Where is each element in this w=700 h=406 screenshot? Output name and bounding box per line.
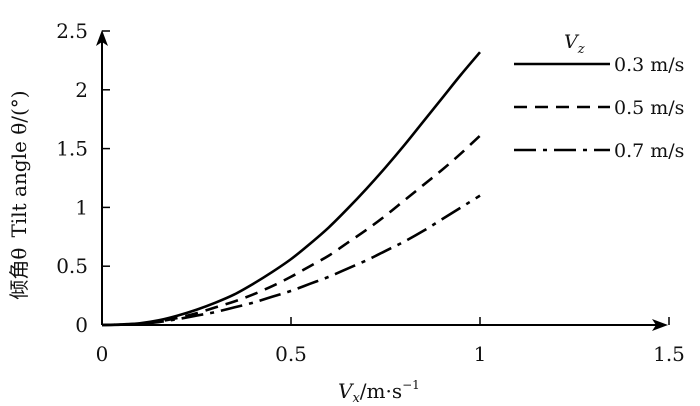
y-tick-label: 0 [75,313,88,337]
y-axis-arrow [96,30,108,46]
x-tick-label: 1.5 [653,342,685,366]
series-line-dashed [101,134,481,327]
x-axis-arrow [652,319,668,331]
tick-labels: 0 0.5 1 1.5 2 2.5 0 0.5 1 1.5 [56,19,685,366]
legend-label: 0.5 m/s [614,97,684,119]
x-tick-label: 1 [474,342,487,366]
legend: 0.3 m/s 0.5 m/s 0.7 m/s [514,54,684,162]
x-tick-label: 0 [96,342,109,366]
y-tick-label: 0.5 [56,254,88,278]
legend-label: 0.7 m/s [614,140,684,162]
y-tick-label: 1.5 [56,137,88,161]
y-axis-label: 倾角θTilt angle θ/(°) [7,90,31,299]
series-lines [101,51,481,327]
y-tick-label: 1 [75,195,88,219]
legend-label: 0.3 m/s [614,54,684,76]
series-line-solid [101,51,481,327]
legend-title: Vz [564,31,585,57]
x-axis-label: Vx/m·s−1 [338,378,420,406]
x-tick-label: 0.5 [275,342,307,366]
y-tick-label: 2 [75,78,88,102]
series-line-dashdot [101,194,481,327]
axes [96,30,670,331]
y-tick-label: 2.5 [56,19,88,43]
